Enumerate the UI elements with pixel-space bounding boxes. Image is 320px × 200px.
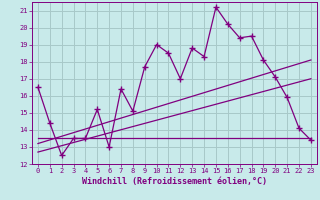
X-axis label: Windchill (Refroidissement éolien,°C): Windchill (Refroidissement éolien,°C) [82,177,267,186]
